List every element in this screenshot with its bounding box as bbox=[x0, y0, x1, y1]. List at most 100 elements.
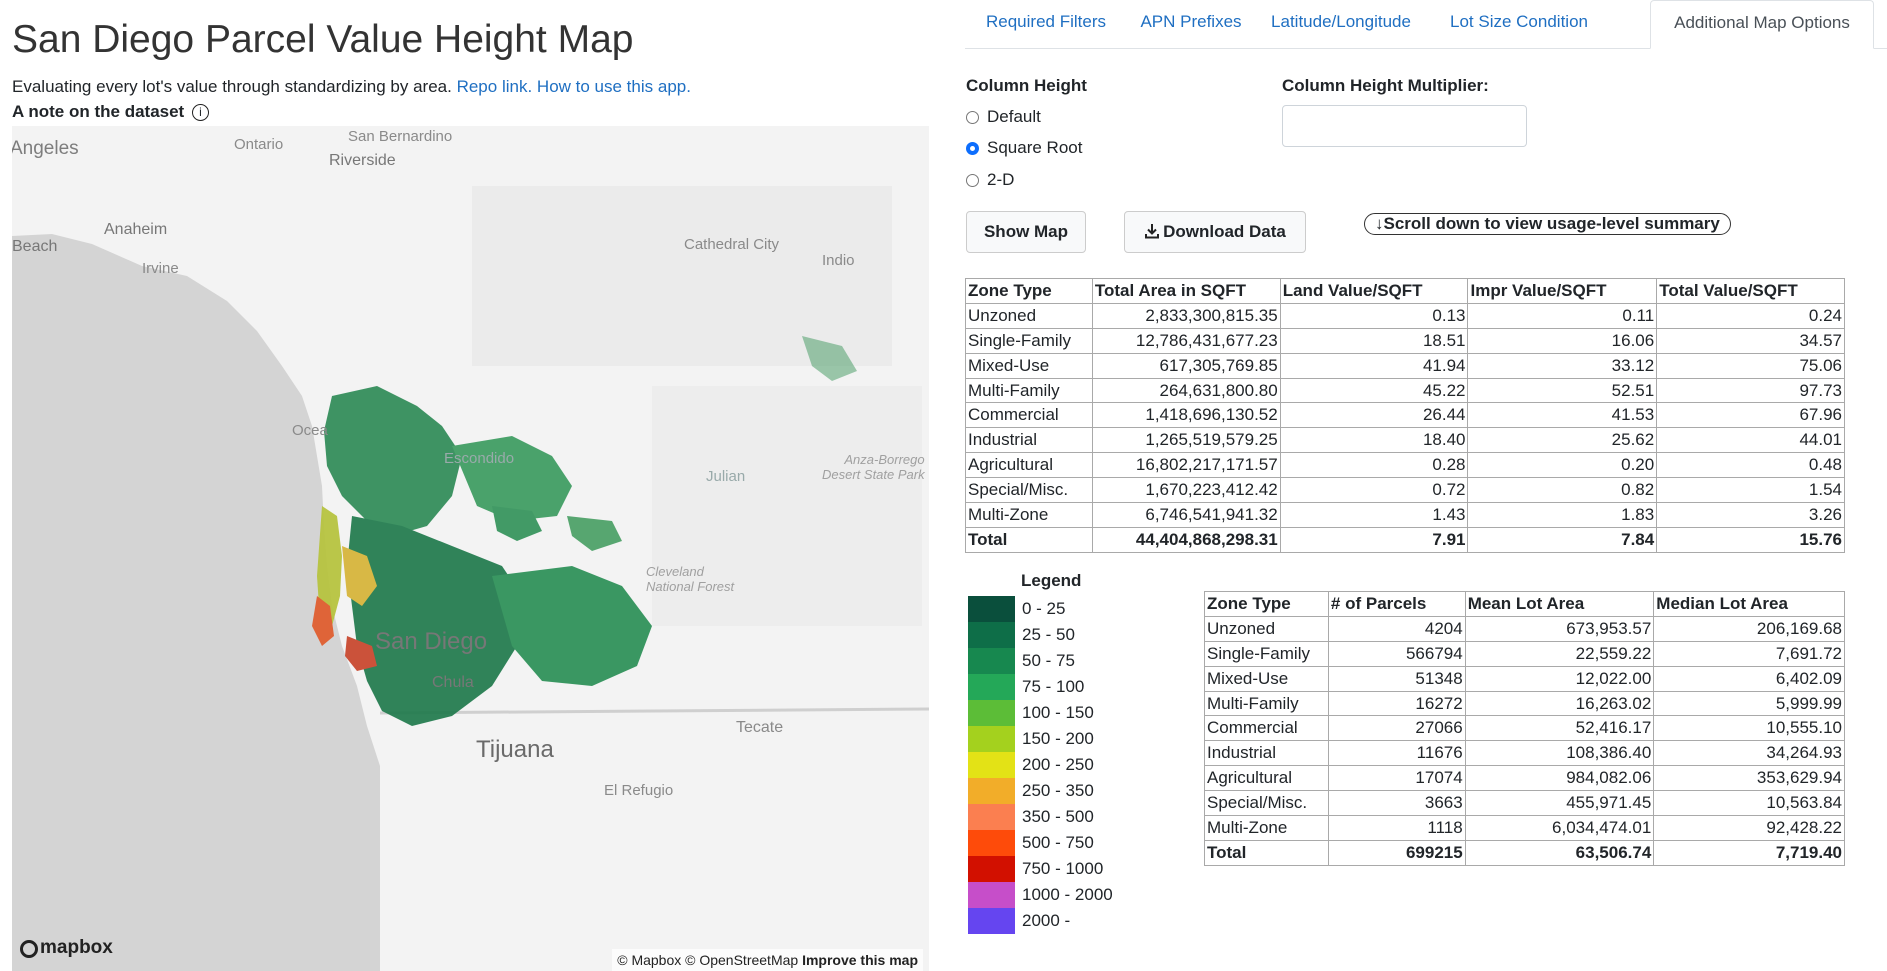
table-cell: 984,082.06 bbox=[1464, 765, 1655, 792]
table-cell: 17074 bbox=[1327, 765, 1466, 792]
scroll-hint-button[interactable]: ↓Scroll down to view usage-level summary bbox=[1364, 213, 1731, 235]
radio-2d[interactable]: 2-D bbox=[966, 170, 1014, 190]
table-cell: 6,402.09 bbox=[1653, 665, 1845, 692]
table-row: Mixed-Use 51348 12,022.00 6,402.09 bbox=[1204, 665, 1845, 692]
table-cell: 353,629.94 bbox=[1653, 765, 1845, 792]
legend-swatch bbox=[968, 778, 1015, 804]
table-cell: 27066 bbox=[1327, 715, 1466, 742]
table-cell: 16272 bbox=[1327, 690, 1466, 717]
table-row: Multi-Zone 6,746,541,941.32 1.43 1.83 3.26 bbox=[965, 502, 1845, 528]
tab-required-filters[interactable]: Required Filters bbox=[986, 12, 1106, 31]
mapbox-logo[interactable]: mapbox bbox=[20, 937, 113, 959]
map-label-cleveland-2: National Forest bbox=[646, 579, 735, 594]
mapbox-logo-text: mapbox bbox=[40, 937, 113, 958]
table-cell: 1118 bbox=[1327, 815, 1466, 841]
table-cell: 12,786,431,677.23 bbox=[1091, 327, 1281, 354]
table-cell: 16,263.02 bbox=[1464, 690, 1655, 717]
table-cell: 22,559.22 bbox=[1464, 640, 1655, 667]
table-cell: 63,506.74 bbox=[1464, 839, 1655, 866]
table-cell: Agricultural bbox=[1204, 765, 1329, 792]
map-label-cleveland: Cleveland National Forest bbox=[646, 564, 734, 594]
table-row: Agricultural 17074 984,082.06 353,629.94 bbox=[1204, 765, 1845, 792]
legend-swatch bbox=[968, 882, 1015, 908]
table-cell: 44.01 bbox=[1656, 427, 1845, 454]
legend-label: 750 - 1000 bbox=[1022, 859, 1104, 878]
dataset-note-label: A note on the dataset bbox=[12, 102, 185, 121]
table-cell: 52.51 bbox=[1467, 377, 1658, 404]
map-label-tecate: Tecate bbox=[736, 719, 784, 736]
table-cell: 33.12 bbox=[1467, 352, 1658, 379]
radio-square-root[interactable]: Square Root bbox=[966, 138, 1082, 158]
parcel-map[interactable]: Angeles Ontario San Bernardino Riverside… bbox=[12, 126, 929, 971]
table-cell: Multi-Zone bbox=[1204, 815, 1329, 841]
table-cell: 16,802,217,171.57 bbox=[1091, 452, 1281, 479]
map-label-indio: Indio bbox=[822, 252, 855, 269]
table-row: Multi-Family 16272 16,263.02 5,999.99 bbox=[1204, 690, 1845, 717]
table-row: Special/Misc. 3663 455,971.45 10,563.84 bbox=[1204, 790, 1845, 817]
map-label-riverside: Riverside bbox=[329, 152, 396, 169]
value-header-area: Total Area in SQFT bbox=[1091, 278, 1281, 304]
legend-label: 75 - 100 bbox=[1022, 677, 1085, 696]
table-cell: 617,305,769.85 bbox=[1091, 352, 1281, 379]
table-total-row: Total 44,404,868,298.31 7.91 7.84 15.76 bbox=[965, 526, 1845, 553]
table-cell: 5,999.99 bbox=[1653, 690, 1845, 717]
table-cell: 6,746,541,941.32 bbox=[1091, 502, 1281, 528]
table-cell: 0.24 bbox=[1656, 302, 1845, 329]
table-cell: 0.72 bbox=[1279, 477, 1469, 504]
table-cell: 10,555.10 bbox=[1653, 715, 1845, 742]
legend-label: 100 - 150 bbox=[1022, 703, 1094, 722]
parcel-header-zone: Zone Type bbox=[1204, 591, 1329, 617]
table-cell: 41.94 bbox=[1279, 352, 1469, 379]
radio-default[interactable]: Default bbox=[966, 107, 1041, 127]
table-cell: 26.44 bbox=[1279, 402, 1469, 429]
value-table-header: Zone Type Total Area in SQFT Land Value/… bbox=[965, 278, 1845, 304]
map-attribution: © Mapbox © OpenStreetMap Improve this ma… bbox=[612, 949, 923, 971]
radio-2d-control[interactable] bbox=[966, 174, 979, 187]
table-cell: 4204 bbox=[1327, 615, 1466, 642]
table-cell: 0.82 bbox=[1467, 477, 1658, 504]
legend-swatch bbox=[968, 700, 1015, 726]
legend-title: Legend bbox=[1021, 571, 1082, 590]
map-label-ontario: Ontario bbox=[234, 136, 284, 153]
map-label-anza-borrego: Anza-Borrego Desert State Park bbox=[822, 452, 925, 482]
border-line bbox=[379, 707, 929, 715]
table-cell: Mixed-Use bbox=[965, 352, 1093, 379]
multiplier-input[interactable] bbox=[1282, 105, 1527, 147]
tab-latitude-longitude[interactable]: Latitude/Longitude bbox=[1271, 12, 1411, 31]
repo-link[interactable]: Repo link. bbox=[456, 77, 533, 96]
show-map-button[interactable]: Show Map bbox=[966, 211, 1086, 253]
table-cell: 0.28 bbox=[1279, 452, 1469, 479]
value-header-impr: Impr Value/SQFT bbox=[1467, 278, 1658, 304]
how-to-link[interactable]: How to use this app. bbox=[536, 77, 691, 96]
radio-default-control[interactable] bbox=[966, 111, 979, 124]
download-data-button[interactable]: Download Data bbox=[1124, 211, 1306, 253]
osm-attribution-link[interactable]: © OpenStreetMap bbox=[685, 952, 799, 968]
mapbox-attribution-link[interactable]: © Mapbox bbox=[617, 952, 682, 968]
table-cell: 1.83 bbox=[1467, 502, 1658, 528]
table-cell: 0.11 bbox=[1467, 302, 1658, 329]
improve-map-link[interactable]: Improve this map bbox=[802, 952, 918, 968]
ocean-area bbox=[12, 234, 380, 971]
legend-swatch bbox=[968, 622, 1015, 648]
info-icon[interactable]: i bbox=[191, 104, 209, 121]
table-cell: Multi-Zone bbox=[965, 502, 1093, 528]
map-label-cathedral-city: Cathedral City bbox=[684, 236, 780, 253]
table-row: Industrial 1,265,519,579.25 18.40 25.62 44.0… bbox=[965, 427, 1845, 454]
table-cell: 7,719.40 bbox=[1653, 839, 1845, 866]
table-cell: 67.96 bbox=[1656, 402, 1845, 429]
tab-lot-size-condition[interactable]: Lot Size Condition bbox=[1450, 12, 1588, 31]
parcel-coverage bbox=[312, 336, 857, 726]
radio-square-root-control[interactable] bbox=[966, 142, 979, 155]
tab-apn-prefixes[interactable]: APN Prefixes bbox=[1140, 12, 1242, 31]
dataset-note: A note on the dataset i bbox=[12, 102, 209, 122]
parcel-header-count: # of Parcels bbox=[1327, 591, 1466, 617]
table-cell: 52,416.17 bbox=[1464, 715, 1655, 742]
table-cell: 41.53 bbox=[1467, 402, 1658, 429]
tab-additional-map-options[interactable]: Additional Map Options bbox=[1650, 0, 1874, 49]
table-row: Unzoned 4204 673,953.57 206,169.68 bbox=[1204, 615, 1845, 642]
table-cell: 51348 bbox=[1327, 665, 1466, 692]
value-header-zone: Zone Type bbox=[965, 278, 1093, 304]
table-cell: 44,404,868,298.31 bbox=[1091, 526, 1281, 553]
table-cell: 18.51 bbox=[1279, 327, 1469, 354]
table-row: Commercial 1,418,696,130.52 26.44 41.53 67.9… bbox=[965, 402, 1845, 429]
